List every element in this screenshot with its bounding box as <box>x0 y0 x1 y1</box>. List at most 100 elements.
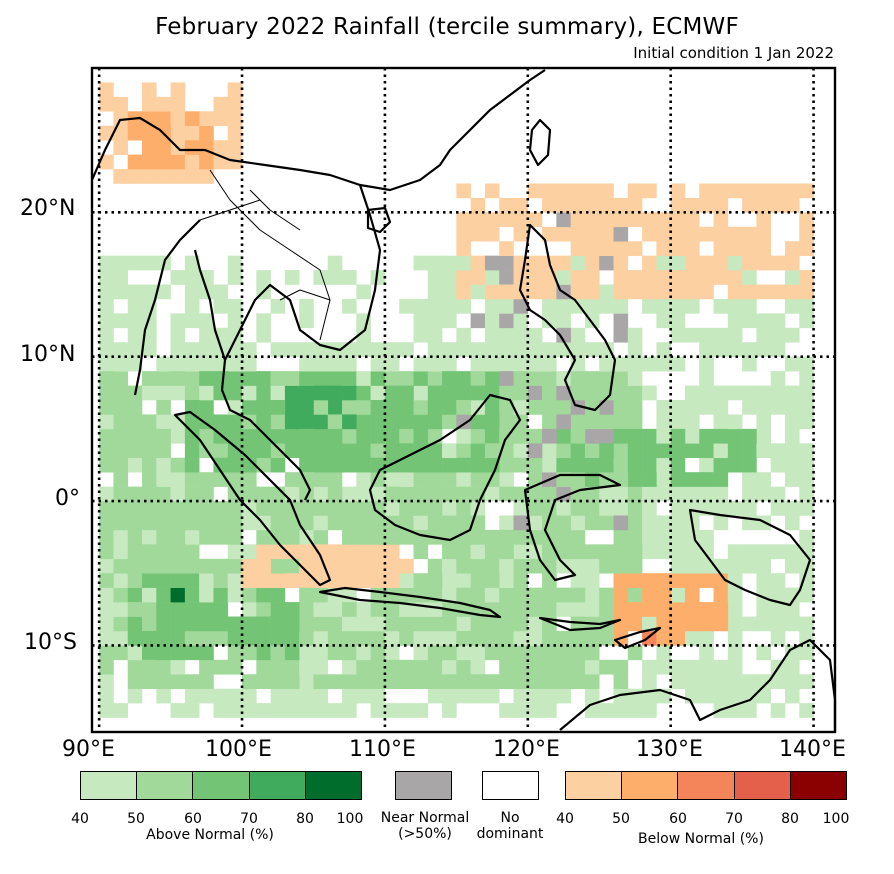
cell-above <box>470 659 486 675</box>
cell-above <box>127 544 143 560</box>
cell-above <box>156 371 171 386</box>
cell-above <box>184 457 200 473</box>
coastline-sulawesi <box>523 473 622 582</box>
cell-below <box>170 125 186 141</box>
cell-above <box>242 443 257 459</box>
cell-below <box>484 183 500 199</box>
cell-above <box>456 472 471 487</box>
cell-above <box>313 385 329 401</box>
cell-above <box>684 659 700 675</box>
cell-above <box>527 515 543 531</box>
cell-above <box>642 703 657 718</box>
cell-above <box>499 515 514 531</box>
near-normal-line1: Near Normal <box>380 810 470 826</box>
cell-above <box>627 486 643 502</box>
cell-above <box>142 443 157 459</box>
cell-above <box>156 472 171 487</box>
cell-above <box>642 529 657 545</box>
cell-above <box>513 327 529 343</box>
cell-above <box>684 501 700 516</box>
cell-above <box>284 414 300 430</box>
cell-above <box>699 327 714 343</box>
cell-above <box>242 400 257 415</box>
cell-above <box>470 284 486 300</box>
cell-above <box>699 457 714 473</box>
cell-above <box>470 688 486 704</box>
cell-below <box>584 241 600 256</box>
cell-below <box>113 96 129 112</box>
cell-above <box>227 688 243 704</box>
cell-above <box>770 674 786 689</box>
cell-above <box>270 342 286 357</box>
cell-above <box>113 587 129 603</box>
cell-above <box>242 703 257 718</box>
cell-above <box>199 501 214 516</box>
cell-above <box>470 400 486 415</box>
cell-below <box>470 270 486 285</box>
cell-below <box>656 587 671 603</box>
cell-above <box>356 659 371 675</box>
cell-above <box>470 356 486 372</box>
cell-above <box>484 630 500 646</box>
swatch-near-normal <box>395 771 452 800</box>
cell-above <box>699 342 714 357</box>
cell-below <box>213 140 229 155</box>
cell-above <box>799 414 814 430</box>
cell-above <box>656 529 671 545</box>
cell-above <box>199 313 214 329</box>
cell-above <box>670 674 686 689</box>
cell-above <box>670 327 686 343</box>
cell-above <box>227 443 243 459</box>
cell-above <box>684 544 700 560</box>
cell-above <box>313 674 329 689</box>
cell-above <box>242 342 257 357</box>
cell-above <box>299 457 314 473</box>
cell-above <box>284 486 300 502</box>
cell-above <box>227 558 243 574</box>
cell-above <box>342 371 357 386</box>
cell-above <box>113 284 129 300</box>
cell-above <box>570 544 586 560</box>
cell-above <box>584 414 600 430</box>
cell-above <box>127 428 143 444</box>
cell-above <box>327 645 343 661</box>
cell-below <box>656 270 671 285</box>
cell-above <box>184 529 200 545</box>
cell-above <box>99 414 114 430</box>
cell-above <box>356 486 371 502</box>
cell-above <box>184 616 200 632</box>
cell-above <box>256 674 271 689</box>
cell-above <box>327 501 343 516</box>
cell-above <box>184 371 200 386</box>
cell-below <box>342 544 357 560</box>
cell-above <box>713 400 729 415</box>
cell-above <box>256 443 271 459</box>
cell-above <box>584 587 600 603</box>
cell-below <box>570 226 586 242</box>
cell-above <box>599 356 614 372</box>
cell-above <box>627 385 643 401</box>
cell-above <box>156 674 171 689</box>
cell-above <box>442 501 457 516</box>
cell-above <box>456 529 471 545</box>
cell-below <box>127 169 143 184</box>
cell-above <box>142 255 157 271</box>
cell-above <box>127 674 143 689</box>
cell-above <box>656 457 671 473</box>
cell-below <box>684 226 700 242</box>
cell-below <box>456 183 471 199</box>
lat-label-0: 0° <box>55 486 80 511</box>
cell-above <box>170 630 186 646</box>
cell-above <box>99 457 114 473</box>
cell-above <box>599 371 614 386</box>
cell-above <box>484 270 500 285</box>
cell-below <box>470 197 486 213</box>
cell-above <box>156 414 171 430</box>
cell-above <box>184 428 200 444</box>
cell-above <box>227 414 243 430</box>
cell-below <box>670 270 686 285</box>
cell-below <box>284 544 300 560</box>
cell-above <box>342 457 357 473</box>
cell-above <box>784 414 800 430</box>
cell-above <box>442 573 457 588</box>
